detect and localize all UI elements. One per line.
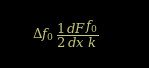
Text: $\Delta f_0 \; \dfrac{1}{2} \dfrac{dF}{dx} \dfrac{f_0}{k}$: $\Delta f_0 \; \dfrac{1}{2} \dfrac{dF}{d… [32,18,99,50]
